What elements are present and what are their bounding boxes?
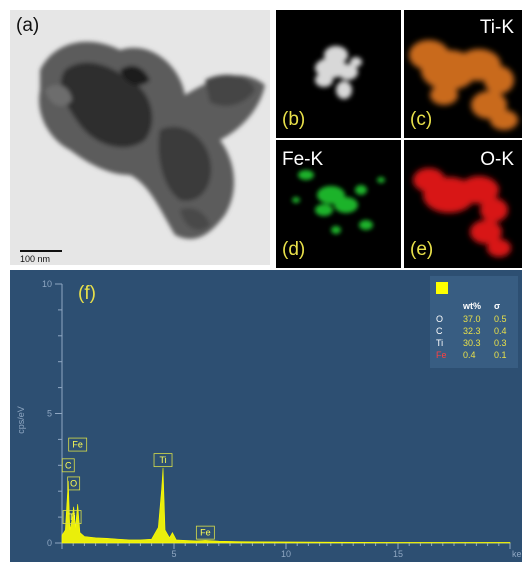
fe-k-map-image: [292, 170, 385, 234]
table-cell-element: O: [436, 314, 444, 324]
y-tick-label: 5: [47, 409, 52, 419]
legend-swatch: [436, 282, 448, 294]
o-k-map-panel: O-K (e): [404, 140, 522, 268]
y-axis-label: cps/eV: [16, 406, 26, 434]
peak-label-box: [61, 458, 75, 473]
tem-image-panel: (a) 100 nm: [10, 10, 270, 265]
x-axis-label: keV: [512, 549, 522, 559]
peak-label-o: O: [70, 478, 77, 488]
ti-k-map-panel: Ti-K (c): [404, 10, 522, 138]
table-header-sigma: σ: [494, 301, 501, 311]
peak-label-box: [62, 510, 82, 525]
element-label-fe: Fe-K: [282, 149, 324, 170]
element-label-o: O-K: [480, 149, 514, 170]
table-cell-element: C: [436, 326, 443, 336]
peak-label-box: [195, 525, 215, 540]
table-header-wt: wt%: [463, 301, 481, 311]
peak-label-fe: Fe: [200, 528, 211, 538]
table-cell-sigma: 0.5: [494, 314, 507, 324]
peak-label-c: C: [65, 460, 72, 470]
table-cell-wt: 30.3: [463, 338, 481, 348]
table-cell-wt: 32.3: [463, 326, 481, 336]
peak-label-ti: Ti: [159, 455, 166, 465]
x-tick-label: 15: [393, 549, 403, 559]
peak-label-box: [68, 437, 88, 452]
haadf-map-panel: (b): [276, 10, 401, 138]
table-cell-sigma: 0.4: [494, 326, 507, 336]
table-cell-sigma: 0.1: [494, 350, 507, 360]
scale-bar: [20, 250, 62, 252]
scale-bar-label: 100 nm: [20, 254, 51, 264]
table-cell-element: Ti: [436, 338, 444, 348]
tem-particle-image: [39, 41, 266, 239]
table-cell-wt: 37.0: [463, 314, 481, 324]
haadf-map-image: [315, 46, 362, 99]
table-cell-element: Fe: [436, 350, 447, 360]
peak-label-fe: Fe: [72, 440, 83, 450]
x-tick-label: 5: [171, 549, 176, 559]
element-label-ti: Ti-K: [479, 17, 514, 38]
table-cell-wt: 0.4: [463, 350, 476, 360]
x-tick-label: 10: [281, 549, 291, 559]
peak-label-ti: Ti: [68, 512, 75, 522]
fe-k-map-panel: Fe-K (d): [276, 140, 401, 268]
o-k-map-image: [413, 168, 511, 257]
peak-label-box: [67, 476, 81, 491]
composition-table: wt% σ O 37.0 0.5 C 32.3 0.4 Ti 30.3 0.3 Fe 0.4 0.1: [430, 276, 518, 368]
y-tick-label: 10: [42, 279, 52, 289]
peak-label-box: [153, 453, 173, 468]
y-tick-label: 0: [47, 538, 52, 548]
spectrum-series-0: [61, 467, 511, 544]
ti-k-map-image: [409, 40, 518, 130]
table-cell-sigma: 0.3: [494, 338, 507, 348]
